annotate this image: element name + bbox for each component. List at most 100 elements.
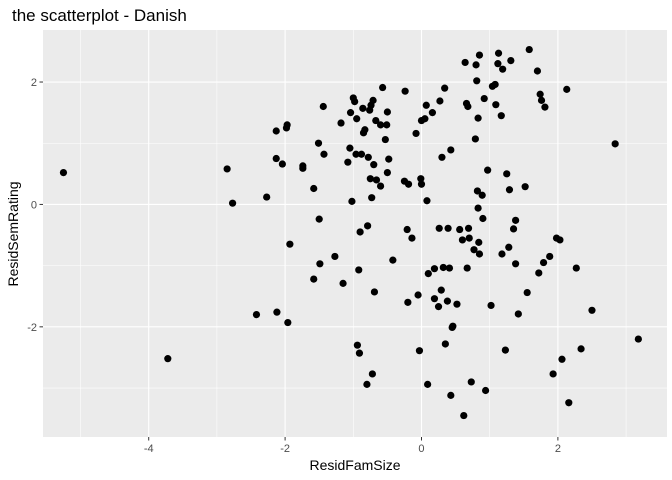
data-point bbox=[487, 301, 495, 310]
data-point bbox=[372, 176, 381, 184]
data-point bbox=[356, 228, 364, 236]
data-point bbox=[415, 347, 424, 355]
data-point bbox=[424, 269, 432, 278]
data-point bbox=[447, 146, 455, 154]
data-point bbox=[430, 295, 439, 303]
data-point bbox=[353, 115, 361, 123]
data-point bbox=[363, 380, 371, 388]
data-point bbox=[436, 97, 444, 105]
data-point bbox=[546, 252, 554, 261]
data-point bbox=[348, 197, 356, 205]
data-point bbox=[456, 225, 464, 234]
data-point bbox=[401, 87, 409, 95]
x-axis-tick-labels: -4 -2 0 2 bbox=[144, 443, 561, 455]
data-point bbox=[494, 60, 502, 68]
data-point bbox=[475, 238, 483, 246]
data-point bbox=[404, 180, 413, 188]
data-point bbox=[383, 108, 391, 116]
data-point bbox=[447, 391, 455, 399]
data-point bbox=[479, 214, 487, 223]
data-point bbox=[344, 158, 352, 166]
x-tick-label: -4 bbox=[144, 443, 154, 455]
data-point bbox=[438, 153, 446, 161]
data-point bbox=[521, 183, 529, 191]
data-point bbox=[376, 121, 385, 129]
data-point bbox=[263, 193, 271, 201]
data-point bbox=[480, 94, 488, 103]
data-point bbox=[588, 306, 596, 314]
data-point bbox=[539, 258, 548, 267]
data-point bbox=[473, 187, 482, 195]
y-tick-label: 2 bbox=[31, 77, 37, 89]
x-tick-label: 0 bbox=[418, 443, 424, 455]
data-point bbox=[331, 252, 339, 261]
data-point bbox=[383, 169, 391, 177]
data-point bbox=[368, 370, 376, 378]
data-point bbox=[357, 150, 366, 158]
data-point bbox=[498, 250, 506, 258]
data-point bbox=[464, 224, 473, 232]
data-point bbox=[412, 129, 420, 138]
data-point bbox=[549, 370, 557, 378]
data-point bbox=[408, 234, 416, 242]
data-point bbox=[467, 378, 475, 386]
data-point bbox=[430, 265, 439, 273]
data-point bbox=[492, 101, 500, 109]
data-point bbox=[389, 256, 397, 264]
data-point bbox=[414, 291, 422, 299]
y-tick-label: -2 bbox=[27, 322, 37, 334]
data-point bbox=[368, 194, 376, 202]
data-point bbox=[505, 243, 513, 251]
data-point bbox=[299, 164, 307, 172]
data-point bbox=[512, 260, 520, 268]
data-point bbox=[359, 104, 367, 112]
data-point bbox=[535, 269, 543, 277]
data-point bbox=[278, 160, 286, 168]
data-point bbox=[346, 144, 354, 152]
data-point bbox=[491, 80, 499, 89]
data-point bbox=[444, 224, 452, 232]
data-points bbox=[59, 45, 642, 420]
data-point bbox=[611, 140, 619, 148]
data-point bbox=[434, 303, 443, 311]
data-point bbox=[372, 116, 380, 125]
data-point bbox=[505, 186, 514, 194]
data-point bbox=[461, 58, 469, 67]
data-point bbox=[355, 266, 363, 274]
data-point bbox=[481, 386, 490, 395]
data-point bbox=[494, 49, 503, 57]
data-point bbox=[563, 85, 571, 93]
axis-ticks bbox=[39, 81, 559, 441]
data-point bbox=[634, 335, 642, 343]
data-point bbox=[351, 98, 359, 106]
data-point bbox=[537, 96, 546, 104]
data-point bbox=[379, 83, 387, 92]
x-tick-label: 2 bbox=[555, 443, 561, 455]
x-axis-title: ResidFamSize bbox=[309, 457, 400, 473]
data-point bbox=[339, 279, 347, 287]
data-point bbox=[364, 153, 372, 161]
data-point bbox=[533, 67, 542, 75]
data-point bbox=[437, 286, 445, 294]
y-tick-label: 0 bbox=[31, 199, 37, 211]
data-point bbox=[366, 175, 374, 183]
plot-panel bbox=[43, 30, 667, 437]
data-point bbox=[346, 109, 355, 117]
y-axis-title: ResidSemRating bbox=[5, 181, 21, 286]
data-point bbox=[472, 61, 480, 69]
data-point bbox=[577, 345, 585, 353]
data-point bbox=[272, 154, 280, 163]
data-point bbox=[319, 102, 327, 111]
data-point bbox=[478, 191, 486, 199]
data-point bbox=[283, 121, 291, 129]
data-point bbox=[164, 355, 172, 363]
data-point bbox=[273, 308, 281, 316]
data-point bbox=[337, 119, 345, 127]
data-point bbox=[484, 166, 492, 174]
data-point bbox=[284, 318, 292, 327]
x-tick-label: -2 bbox=[280, 443, 290, 455]
data-point bbox=[463, 264, 471, 272]
y-axis-tick-labels: -2 0 2 bbox=[27, 77, 37, 334]
data-point bbox=[228, 199, 237, 207]
